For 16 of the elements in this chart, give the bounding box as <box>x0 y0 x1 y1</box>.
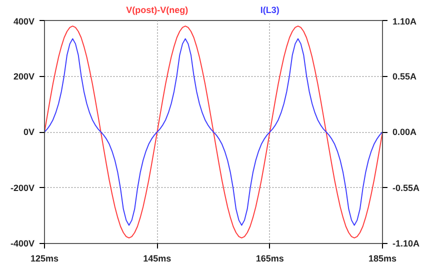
y-tick-label: -400V <box>10 238 35 248</box>
y-tick-label: 400V <box>13 16 35 26</box>
x-tick-label: 185ms <box>368 254 397 264</box>
series-label: V(post)-V(neg) <box>126 4 188 15</box>
text: I(L3) <box>260 4 280 15</box>
y2-tick-label: 0.00A <box>392 127 418 137</box>
y2-tick-label: 0.55A <box>392 71 418 82</box>
y-tick-label: 200V <box>13 71 35 82</box>
x-tick-label: 145ms <box>143 254 172 264</box>
y2-tick-label: -0.55A <box>392 182 420 193</box>
y-tick-label: 0V <box>23 127 35 137</box>
y2-tick-label: 1.10A <box>392 16 418 26</box>
y2-tick-label: -1.10A <box>392 238 420 248</box>
x-tick-label: 125ms <box>30 254 59 264</box>
x-tick-label: 165ms <box>256 254 284 264</box>
y-tick-label: -200V <box>10 182 35 193</box>
